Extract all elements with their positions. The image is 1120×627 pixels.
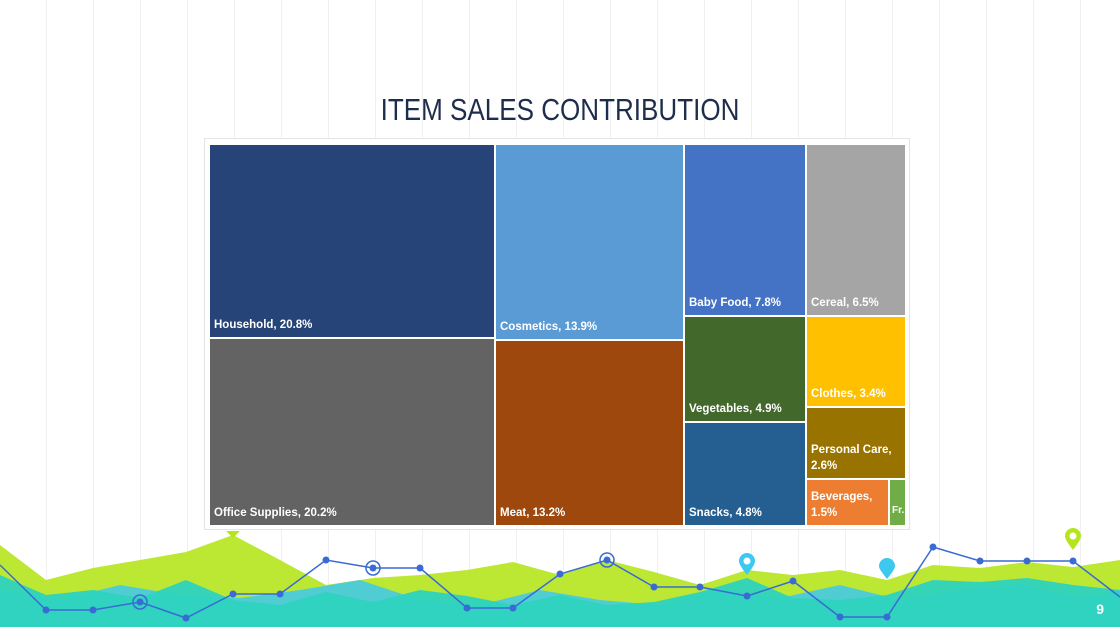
treemap-tile-label: Fr... <box>892 505 910 516</box>
treemap-tile-label: Cereal, 6.5% <box>811 297 879 309</box>
line-markers <box>42 543 1077 622</box>
map-pin-icon-cyan-2 <box>879 558 895 579</box>
treemap-tile-label: Beverages, 1.5% <box>811 491 873 519</box>
treemap-tile-label: Meat, 13.2% <box>500 507 566 519</box>
ring-markers <box>132 552 615 610</box>
treemap-tile-label: Personal Care, 2.6% <box>811 444 892 472</box>
treemap-chart: Household, 20.8% Office Supplies, 20.2% Co… <box>204 138 910 530</box>
triangle-pointer-icon <box>226 531 240 538</box>
treemap-tile-meat: Meat, 13.2% <box>495 340 684 526</box>
page-number: 9 <box>1096 601 1104 617</box>
treemap-tile-office-supplies: Office Supplies, 20.2% <box>209 338 495 526</box>
treemap-tile-label: Snacks, 4.8% <box>689 507 762 519</box>
treemap-tile-beverages: Beverages, 1.5% <box>806 479 889 526</box>
treemap-tile-label: Vegetables, 4.9% <box>689 403 782 415</box>
footer-decoration <box>0 528 1120 627</box>
treemap-tile-personal-care: Personal Care, 2.6% <box>806 407 906 479</box>
treemap-tile-label: Household, 20.8% <box>214 319 313 331</box>
treemap-tile-household: Household, 20.8% <box>209 144 495 338</box>
treemap-tile-cereal: Cereal, 6.5% <box>806 144 906 316</box>
treemap-tile-label: Cosmetics, 13.9% <box>500 321 598 333</box>
slide-title: ITEM SALES CONTRIBUTION <box>380 92 740 127</box>
map-pin-icon-lime <box>1065 528 1081 550</box>
treemap-tile-label: Office Supplies, 20.2% <box>214 507 337 519</box>
treemap-tile-clothes: Clothes, 3.4% <box>806 316 906 407</box>
treemap-tile-label: Clothes, 3.4% <box>811 388 886 400</box>
treemap-tile-cosmetics: Cosmetics, 13.9% <box>495 144 684 340</box>
treemap-tile-fruits: Fr... <box>889 479 910 526</box>
treemap-tile-baby-food: Baby Food, 7.8% <box>684 144 806 316</box>
treemap-tile-vegetables: Vegetables, 4.9% <box>684 316 806 422</box>
treemap-tile-label: Baby Food, 7.8% <box>689 297 782 309</box>
map-pin-icon-cyan-1 <box>739 553 755 575</box>
treemap-tile-snacks: Snacks, 4.8% <box>684 422 806 526</box>
